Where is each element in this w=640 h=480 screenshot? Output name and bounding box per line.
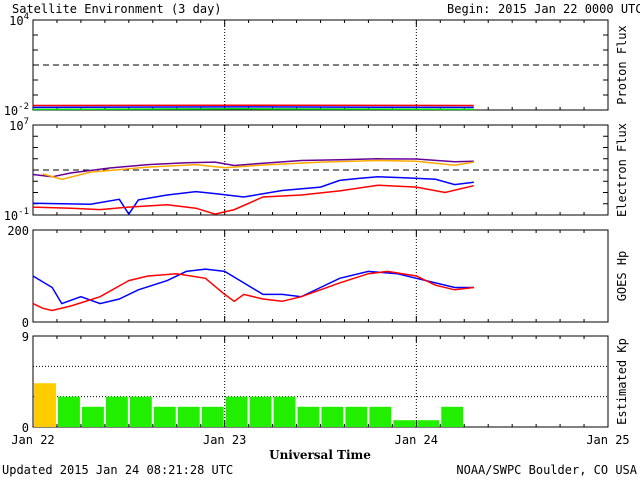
x-tick-label: Jan 22 bbox=[11, 433, 54, 447]
y-tick-label: 200 bbox=[7, 224, 29, 238]
series-line-blue bbox=[32, 176, 474, 216]
y-tick-label: 0 bbox=[22, 421, 29, 435]
kp-bar bbox=[273, 396, 296, 427]
kp-bar bbox=[417, 420, 440, 427]
x-axis: Jan 22 Jan 23 Jan 24 Jan 25 bbox=[11, 433, 629, 447]
updated-timestamp: Updated 2015 Jan 24 08:21:28 UTC bbox=[2, 463, 233, 477]
kp-bar bbox=[105, 396, 128, 427]
credit-text: NOAA/SWPC Boulder, CO USA bbox=[456, 463, 637, 477]
kp-bar bbox=[177, 406, 200, 427]
kp-bar bbox=[369, 406, 392, 427]
y-axis-label: Proton Flux bbox=[615, 25, 629, 104]
kp-bar bbox=[201, 406, 224, 427]
series-line-purple bbox=[32, 158, 474, 178]
panel-goes-hp: 200 0 GOES Hp bbox=[7, 224, 629, 330]
y-tick-label: 9 bbox=[22, 330, 29, 344]
series-line-red bbox=[32, 270, 474, 312]
kp-bar bbox=[34, 383, 56, 427]
kp-bar bbox=[81, 406, 104, 427]
x-tick-label: Jan 24 bbox=[395, 433, 438, 447]
series-line-orange bbox=[42, 159, 474, 181]
y-tick-label: 10-2 bbox=[4, 102, 29, 118]
x-tick-label: Jan 23 bbox=[203, 433, 246, 447]
series-line-blue bbox=[32, 106, 474, 109]
panel-proton: 104 10-2 Proton Flux bbox=[4, 12, 629, 118]
y-tick-label: 104 bbox=[9, 12, 29, 28]
kp-bar bbox=[441, 406, 464, 427]
x-axis-title: Universal Time bbox=[269, 448, 371, 462]
y-tick-label: 107 bbox=[9, 117, 29, 133]
chart-title: Satellite Environment (3 day) bbox=[12, 2, 222, 16]
kp-bar bbox=[225, 396, 248, 427]
kp-bar bbox=[297, 406, 320, 427]
panel-frame bbox=[32, 19, 609, 111]
kp-bar bbox=[321, 406, 344, 427]
y-axis-label: GOES Hp bbox=[615, 251, 629, 302]
y-axis-label: Electron Flux bbox=[615, 123, 629, 217]
y-tick-label: 0 bbox=[22, 316, 29, 330]
begin-label: Begin: bbox=[447, 2, 490, 16]
panel-frame bbox=[32, 229, 609, 323]
kp-bar bbox=[153, 406, 176, 427]
kp-bar bbox=[345, 406, 368, 427]
panel-electron: 107 10-1 Electron Flux bbox=[4, 117, 629, 223]
begin-value: 2015 Jan 22 0000 UTC bbox=[498, 2, 640, 16]
kp-bar bbox=[393, 420, 416, 427]
kp-bar bbox=[249, 396, 272, 427]
series-line-blue bbox=[32, 268, 474, 305]
panel-kp: 9 0 Estimated Kp bbox=[22, 330, 629, 435]
kp-bar bbox=[129, 396, 152, 427]
y-tick-label: 10-1 bbox=[4, 207, 29, 223]
series-line-green bbox=[32, 108, 474, 111]
series-line-red bbox=[32, 184, 474, 215]
x-tick-label: Jan 25 bbox=[586, 433, 629, 447]
kp-bar bbox=[57, 396, 80, 427]
y-axis-label: Estimated Kp bbox=[615, 338, 629, 425]
